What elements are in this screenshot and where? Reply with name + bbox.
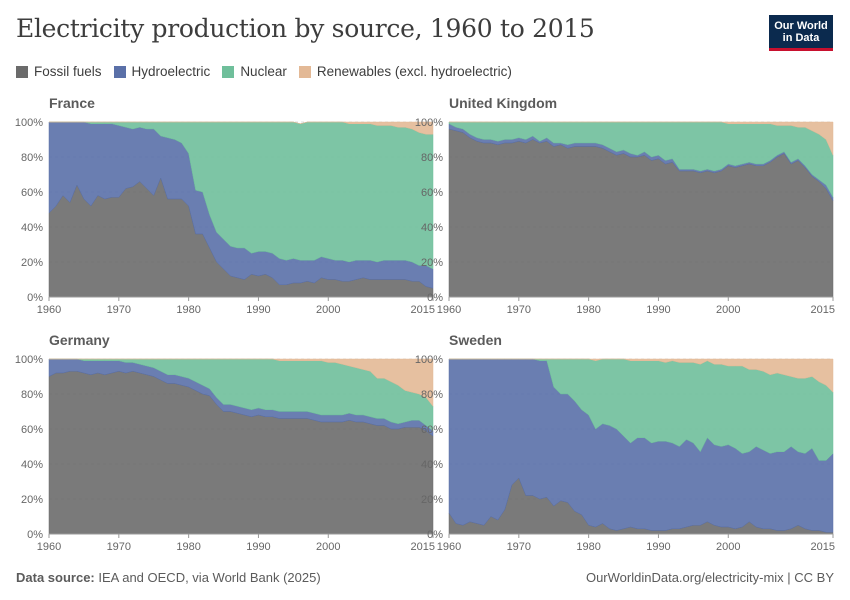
x-tick-label-france: 1960 xyxy=(37,304,61,316)
legend-swatch-hydro xyxy=(113,65,126,78)
legend-item-fossil[interactable]: Fossil fuels xyxy=(16,64,102,79)
owid-logo[interactable]: Our World in Data xyxy=(769,15,833,51)
area-germany-renewables-excl-hydroelectric xyxy=(49,358,434,407)
y-tick-label-germany: 80% xyxy=(21,389,43,401)
x-tick-label-sweden: 2000 xyxy=(716,541,740,553)
panel-sweden: Sweden 0% 20% 40% 60% 80% 100% 1960 1970 1980 1990… xyxy=(415,332,835,553)
panel-title-germany: Germany xyxy=(49,332,110,348)
legend: Fossil fuels Hydroelectric Nuclear Renew… xyxy=(16,64,524,79)
legend-item-nuclear[interactable]: Nuclear xyxy=(222,64,287,79)
panel-title-france: France xyxy=(49,95,95,111)
x-tick-label-sweden: 1960 xyxy=(437,541,461,553)
logo-line-2: in Data xyxy=(782,32,820,44)
y-tick-label-united-kingdom: 20% xyxy=(421,257,443,269)
legend-label-hydro: Hydroelectric xyxy=(131,64,211,79)
y-tick-label-sweden: 100% xyxy=(415,354,443,366)
panel-title-united-kingdom: United Kingdom xyxy=(449,95,557,111)
y-tick-label-sweden: 80% xyxy=(421,389,443,401)
panel-united-kingdom: United Kingdom 0% 20% 40% 60% 80% 100% 1960 1970… xyxy=(415,95,835,316)
logo-line-1: Our World xyxy=(774,20,828,32)
y-tick-label-united-kingdom: 100% xyxy=(415,117,443,129)
x-tick-label-france: 1980 xyxy=(176,304,200,316)
y-tick-label-germany: 60% xyxy=(21,424,43,436)
x-tick-label-united-kingdom: 2015 xyxy=(811,304,835,316)
y-tick-label-united-kingdom: 80% xyxy=(421,152,443,164)
y-tick-label-sweden: 40% xyxy=(421,459,443,471)
x-tick-label-united-kingdom: 1970 xyxy=(507,304,531,316)
legend-swatch-nuclear xyxy=(222,65,235,78)
y-tick-label-united-kingdom: 0% xyxy=(427,292,443,304)
x-tick-label-germany: 2015 xyxy=(411,541,435,553)
x-tick-label-sweden: 1990 xyxy=(646,541,670,553)
area-united-kingdom-renewables-excl-hydroelectric xyxy=(449,121,834,156)
x-tick-label-sweden: 1980 xyxy=(576,541,600,553)
y-tick-label-sweden: 60% xyxy=(421,424,443,436)
x-tick-label-sweden: 2015 xyxy=(811,541,835,553)
x-tick-label-france: 2000 xyxy=(316,304,340,316)
legend-label-fossil: Fossil fuels xyxy=(34,64,102,79)
y-tick-label-sweden: 0% xyxy=(427,529,443,541)
y-tick-label-united-kingdom: 60% xyxy=(421,187,443,199)
y-tick-label-germany: 0% xyxy=(27,529,43,541)
y-tick-label-france: 100% xyxy=(15,117,43,129)
x-tick-label-united-kingdom: 1960 xyxy=(437,304,461,316)
source-label: Data source: xyxy=(16,570,95,585)
legend-label-nuclear: Nuclear xyxy=(240,64,287,79)
panel-france: France 0% 20% 40% 60% 80% 100% 1960 1970 1980 1990… xyxy=(15,95,435,316)
y-tick-label-france: 80% xyxy=(21,152,43,164)
y-tick-label-sweden: 20% xyxy=(421,494,443,506)
area-sweden-renewables-excl-hydroelectric xyxy=(449,358,834,393)
legend-item-renewables[interactable]: Renewables (excl. hydroelectric) xyxy=(298,64,512,79)
x-tick-label-germany: 1990 xyxy=(246,541,270,553)
footer-url[interactable]: OurWorldinData.org/electricity-mix | CC … xyxy=(585,570,834,585)
x-tick-label-france: 1990 xyxy=(246,304,270,316)
y-tick-label-france: 60% xyxy=(21,187,43,199)
x-tick-label-united-kingdom: 1980 xyxy=(576,304,600,316)
x-tick-label-germany: 2000 xyxy=(316,541,340,553)
legend-label-renewables: Renewables (excl. hydroelectric) xyxy=(316,64,512,79)
footer-source: Data source: IEA and OECD, via World Ban… xyxy=(16,570,321,585)
x-tick-label-germany: 1960 xyxy=(37,541,61,553)
chart-title: Electricity production by source, 1960 t… xyxy=(16,14,595,43)
panel-title-sweden: Sweden xyxy=(449,332,502,348)
x-tick-label-united-kingdom: 2000 xyxy=(716,304,740,316)
y-tick-label-germany: 20% xyxy=(21,494,43,506)
x-tick-label-sweden: 1970 xyxy=(507,541,531,553)
x-tick-label-france: 1970 xyxy=(107,304,131,316)
legend-swatch-renewables xyxy=(298,65,311,78)
legend-swatch-fossil xyxy=(16,65,28,78)
y-tick-label-germany: 100% xyxy=(15,354,43,366)
x-tick-label-germany: 1980 xyxy=(176,541,200,553)
legend-item-hydro[interactable]: Hydroelectric xyxy=(113,64,211,79)
y-tick-label-france: 0% xyxy=(27,292,43,304)
panel-germany: Germany 0% 20% 40% 60% 80% 100% 1960 1970 1980 199… xyxy=(15,332,435,553)
y-tick-label-germany: 40% xyxy=(21,459,43,471)
y-tick-label-france: 40% xyxy=(21,222,43,234)
y-tick-label-united-kingdom: 40% xyxy=(421,222,443,234)
source-text[interactable]: IEA and OECD, via World Bank (2025) xyxy=(98,570,321,585)
y-tick-label-france: 20% xyxy=(21,257,43,269)
x-tick-label-united-kingdom: 1990 xyxy=(646,304,670,316)
x-tick-label-france: 2015 xyxy=(411,304,435,316)
area-france-renewables-excl-hydroelectric xyxy=(49,121,434,135)
x-tick-label-germany: 1970 xyxy=(107,541,131,553)
